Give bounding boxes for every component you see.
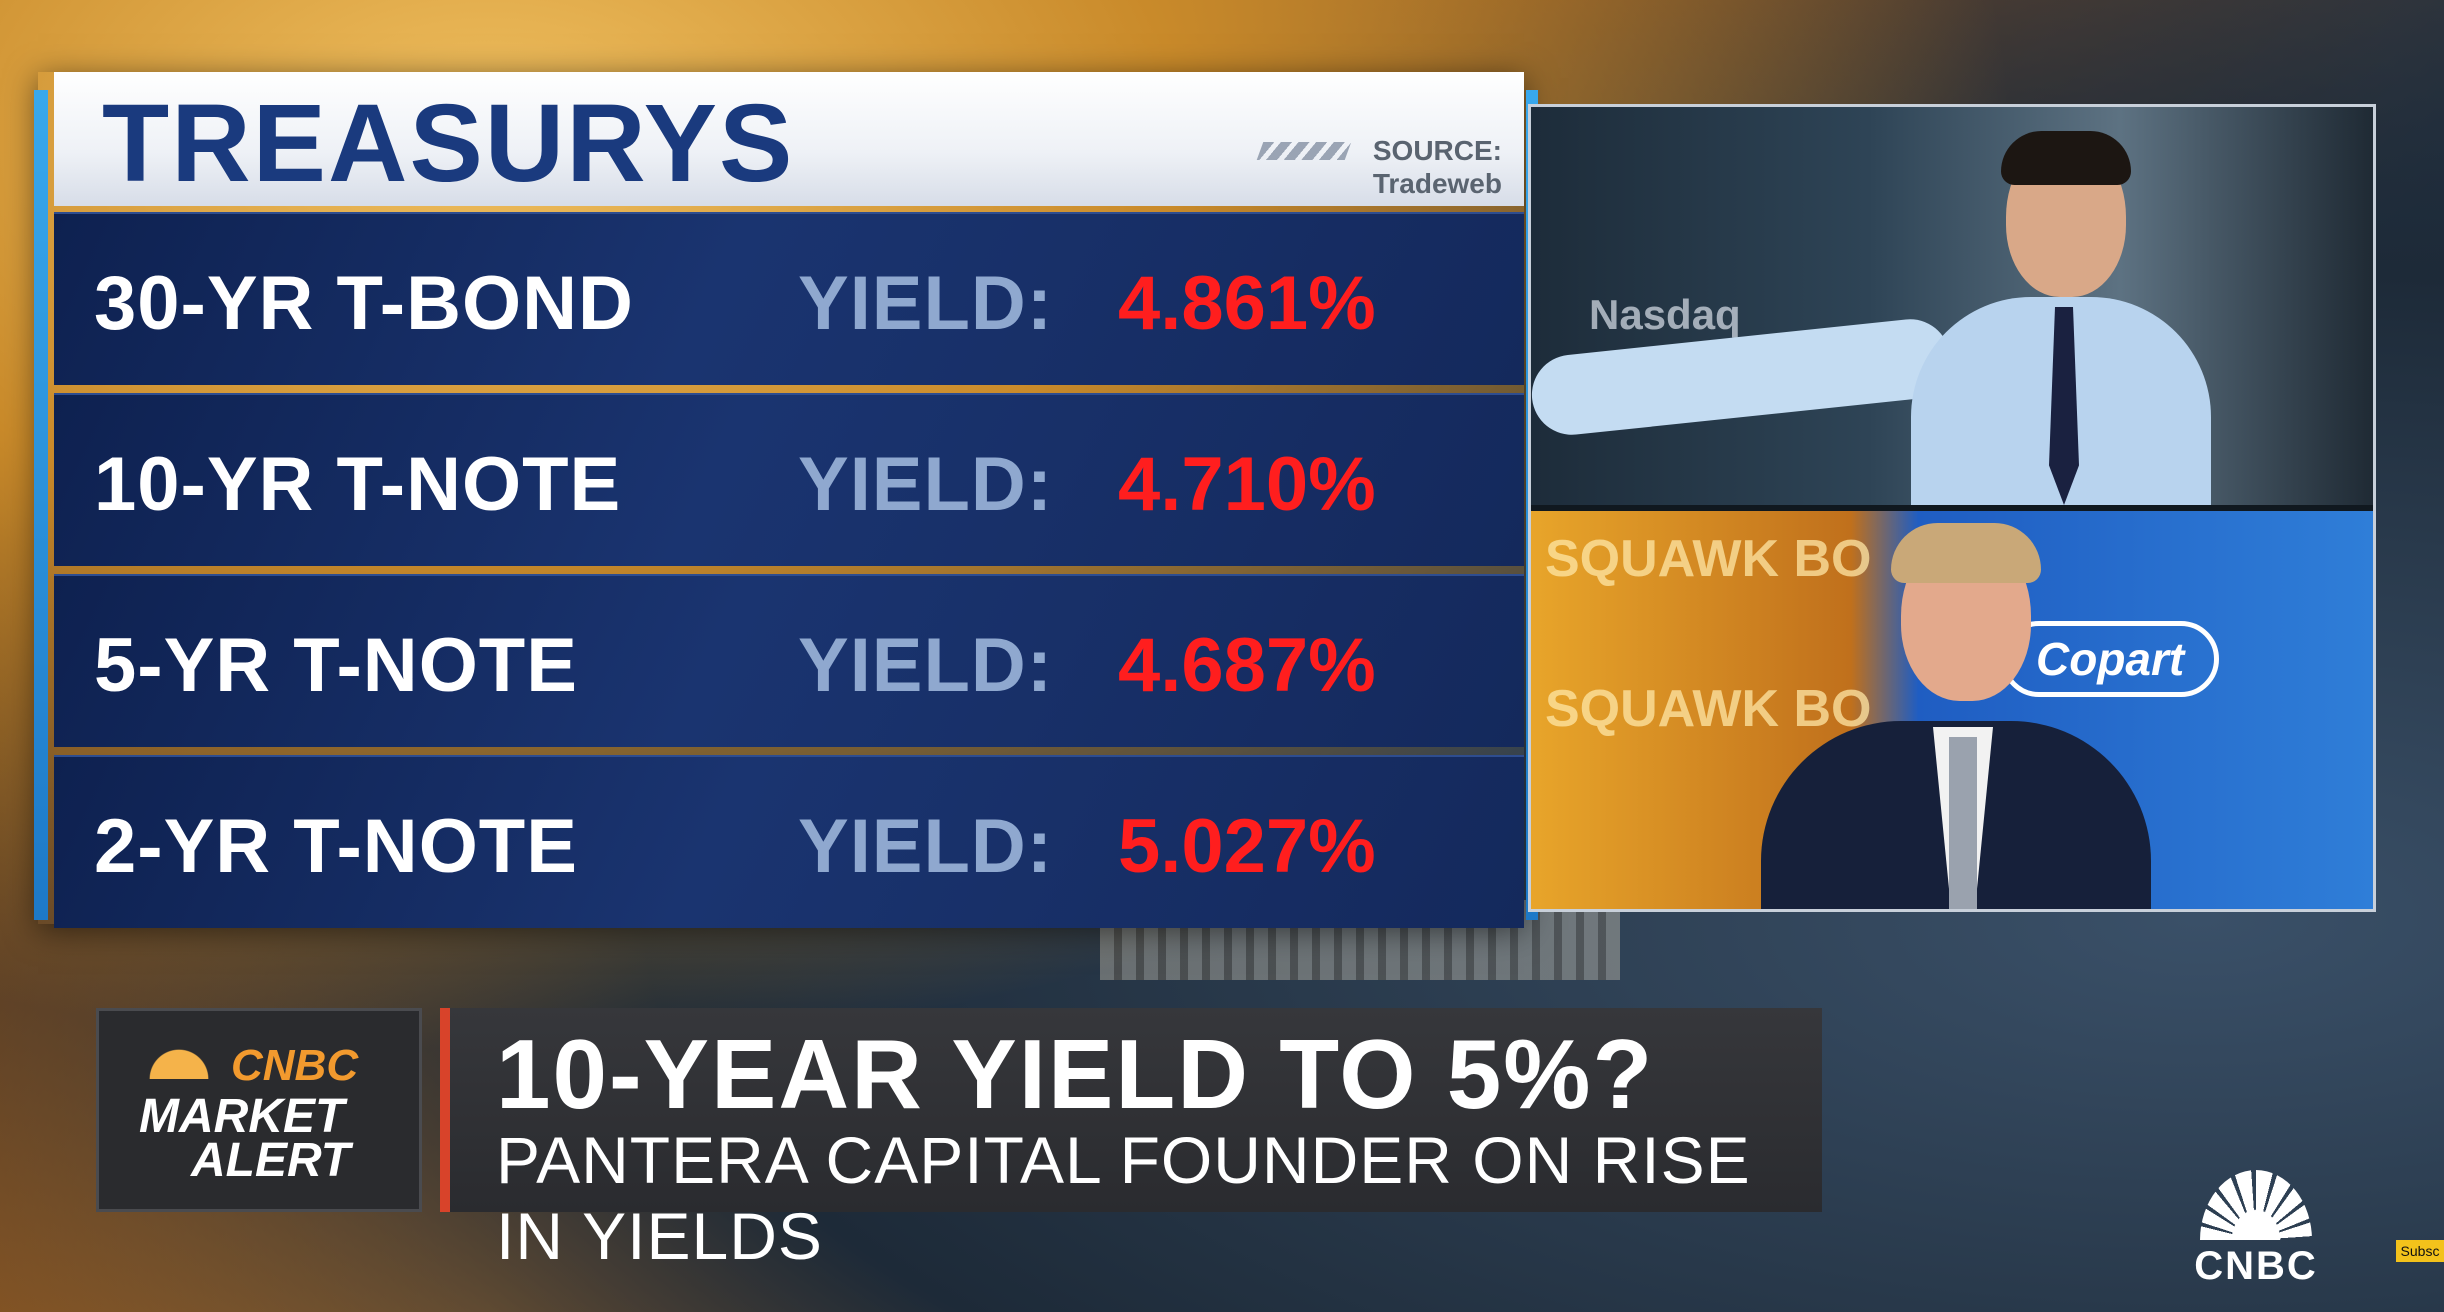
yield-label: YIELD: <box>798 623 1054 708</box>
guest-figure <box>1761 523 2151 909</box>
treasury-row: 2-YR T-NOTE YIELD: 5.027% <box>54 755 1524 928</box>
yield-label: YIELD: <box>798 442 1054 527</box>
peacock-icon <box>2200 1170 2312 1240</box>
security-name: 2-YR T-NOTE <box>94 804 578 889</box>
network-logo-text: CNBC <box>2194 1244 2318 1288</box>
alert-line-market: MARKET <box>139 1090 345 1143</box>
alert-line-alert: ALERT <box>191 1134 351 1187</box>
panel-header: TREASURYS SOURCE: Tradeweb <box>54 72 1524 206</box>
panel-title: TREASURYS <box>102 82 795 205</box>
treasury-rows: 30-YR T-BOND YIELD: 4.861% 10-YR T-NOTE … <box>54 212 1524 936</box>
source-label: SOURCE: <box>1372 135 1502 166</box>
guest-tie <box>1949 737 1977 909</box>
host-hair <box>2001 131 2131 185</box>
panel-accent-bar <box>34 90 48 920</box>
guest-hair <box>1891 523 2041 583</box>
yield-label: YIELD: <box>798 261 1054 346</box>
source-stripe-icon <box>1256 142 1352 160</box>
host-figure <box>1527 131 2211 505</box>
treasurys-panel: TREASURYS SOURCE: Tradeweb 30-YR T-BOND … <box>34 72 1538 928</box>
headline-banner: 10-YEAR YIELD TO 5%? PANTERA CAPITAL FOU… <box>440 1008 1822 1273</box>
security-name: 5-YR T-NOTE <box>94 623 578 708</box>
squawk-background-text: SQUAWK BO <box>1545 680 1872 738</box>
yield-value: 5.027% <box>1118 804 1376 889</box>
source-name: Tradeweb <box>1372 168 1502 199</box>
host-video-feed: Nasdaq <box>1527 107 2373 505</box>
subheadline: PANTERA CAPITAL FOUNDER ON RISE IN YIELD… <box>496 1123 1751 1273</box>
security-name: 10-YR T-NOTE <box>94 442 622 527</box>
peacock-icon <box>145 1045 213 1079</box>
yield-value: 4.861% <box>1118 261 1376 346</box>
nasdaq-background-text: Nasdaq <box>1589 291 1741 338</box>
market-alert-badge: CNBC MARKET ALERT <box>96 1008 422 1212</box>
yield-value: 4.710% <box>1118 442 1376 527</box>
subscribe-button[interactable]: Subsc <box>2396 1240 2444 1262</box>
yield-label: YIELD: <box>798 804 1054 889</box>
treasury-row: 5-YR T-NOTE YIELD: 4.687% <box>54 574 1524 747</box>
host-tie <box>2049 307 2079 505</box>
yield-value: 4.687% <box>1118 623 1376 708</box>
treasury-row: 10-YR T-NOTE YIELD: 4.710% <box>54 393 1524 566</box>
security-name: 30-YR T-BOND <box>94 261 634 346</box>
guest-video-feed: SQUAWK BO SQUAWK BO Copart <box>1531 511 2373 909</box>
headline: 10-YEAR YIELD TO 5%? <box>496 1019 1655 1129</box>
video-inset: Nasdaq SQUAWK BO SQUAWK BO Copart <box>1527 104 2376 912</box>
sponsor-logo: Copart <box>2001 621 2220 697</box>
alert-brand: CNBC <box>231 1041 359 1090</box>
treasury-row: 30-YR T-BOND YIELD: 4.861% <box>54 212 1524 385</box>
network-logo: CNBC <box>2176 1170 2336 1288</box>
squawk-background-text: SQUAWK BO <box>1545 530 1872 588</box>
